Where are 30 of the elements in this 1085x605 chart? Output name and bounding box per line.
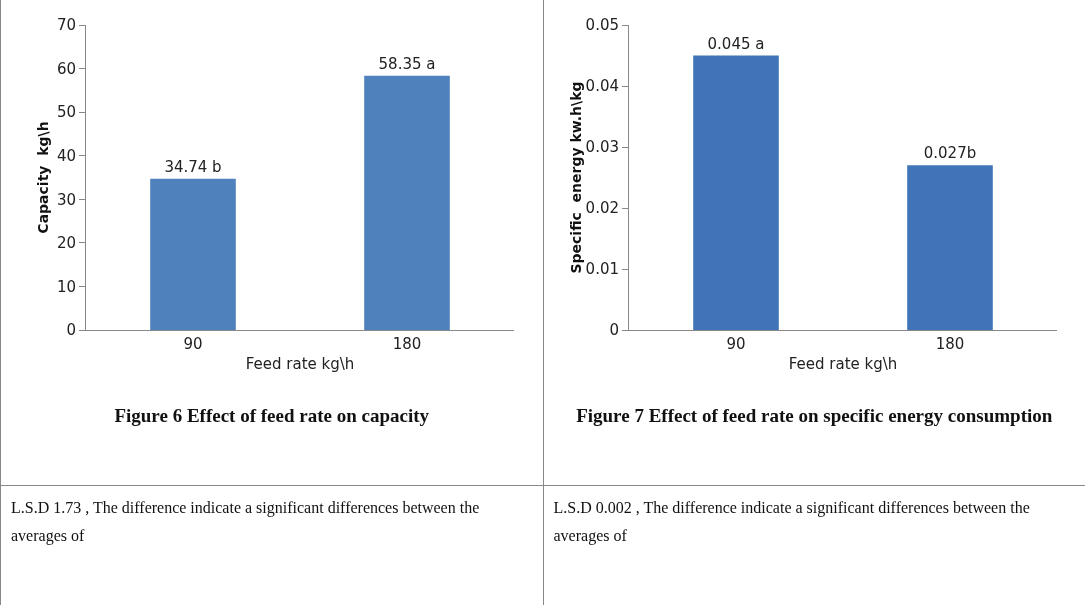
x-tick-label: 180 — [935, 335, 964, 353]
y-tick-label: 0.05 — [585, 16, 619, 35]
y-tick-label: 0 — [66, 321, 76, 340]
y-tick-label: 70 — [56, 16, 76, 35]
text: L.S.D 0.002 , The difference indicate a significant differences between the averages of — [543, 485, 1085, 605]
y-tick-label: 0.01 — [585, 260, 619, 279]
x-tick-label: 90 — [725, 335, 746, 353]
y-tick-label: 0.04 — [585, 77, 619, 96]
y-tick-label: 0.03 — [585, 138, 619, 157]
x-tick-label: 180 — [392, 335, 422, 353]
text: Figure 7 Effect of feed rate on specific energy consumption — [575, 405, 1054, 427]
y-tick-label: 40 — [56, 146, 76, 165]
y-axis-title: Specific energy kw.h\kg — [567, 81, 584, 274]
y-tick-label: 10 — [56, 277, 76, 296]
y-tick-label: 0.02 — [585, 199, 619, 218]
text: Figure 6 Effect of feed rate on capacity — [113, 405, 431, 427]
data-label: 0.027b — [923, 144, 976, 163]
x-axis-title: Feed rate kg\h — [245, 355, 355, 373]
data-label: 34.74 b — [164, 157, 222, 176]
x-axis-title: Feed rate kg\h — [788, 355, 897, 373]
y-axis-title: Capacity kg\h — [35, 121, 51, 234]
data-label: 0.045 a — [707, 34, 764, 53]
y-tick-label: 60 — [56, 59, 76, 78]
text: L.S.D 1.73 , The difference indicate a significant differences between the averages of — [1, 485, 543, 605]
y-tick-label: 50 — [56, 103, 76, 122]
data-label: 58.35 a — [378, 54, 436, 73]
x-tick-label: 90 — [183, 335, 203, 353]
y-tick-label: 0 — [608, 321, 619, 340]
y-tick-label: 30 — [56, 190, 76, 209]
y-tick-label: 20 — [56, 234, 76, 253]
